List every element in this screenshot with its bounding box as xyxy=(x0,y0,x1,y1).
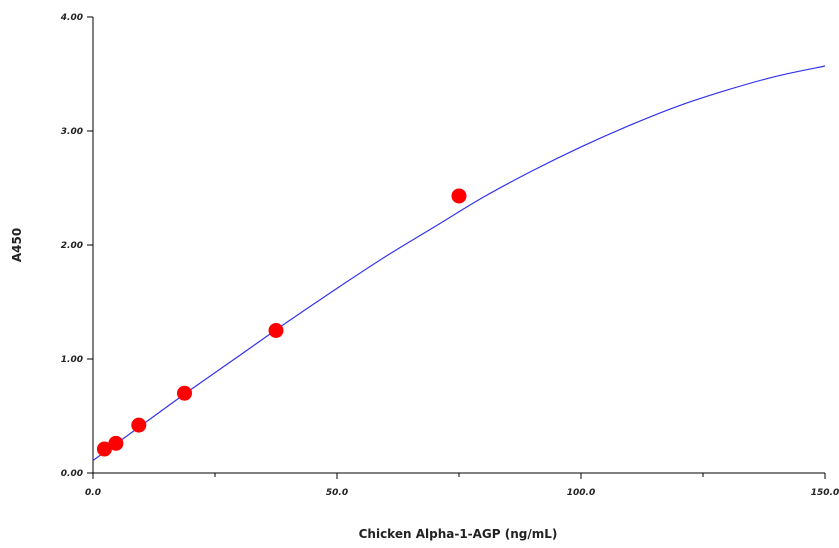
labels-layer: Chicken Alpha-1-AGP (ng/mL) A450 0.00 1.0… xyxy=(10,13,839,541)
y-tick-label: 3.00 xyxy=(61,127,83,137)
data-point xyxy=(108,435,124,451)
y-tick-label: 1.00 xyxy=(61,355,83,365)
data-point xyxy=(96,441,112,457)
x-tick-label: 100.0 xyxy=(567,488,595,498)
fit-curve-layer xyxy=(92,65,826,461)
data-points-layer xyxy=(96,188,467,457)
y-tick-label: 0.00 xyxy=(61,469,83,479)
x-tick-label: 0.0 xyxy=(85,488,101,498)
data-point xyxy=(268,323,284,338)
y-axis-label: A450 xyxy=(10,228,24,262)
y-tick-label: 4.00 xyxy=(60,13,83,23)
y-tick-label: 2.00 xyxy=(61,241,83,251)
data-point xyxy=(177,385,192,401)
axes xyxy=(87,16,826,479)
data-point xyxy=(451,188,467,204)
x-tick-label: 50.0 xyxy=(326,488,348,498)
data-point xyxy=(131,417,147,433)
x-tick-label: 150.0 xyxy=(811,488,839,498)
fit-curve xyxy=(92,65,826,461)
x-axis-label: Chicken Alpha-1-AGP (ng/mL) xyxy=(359,527,558,541)
